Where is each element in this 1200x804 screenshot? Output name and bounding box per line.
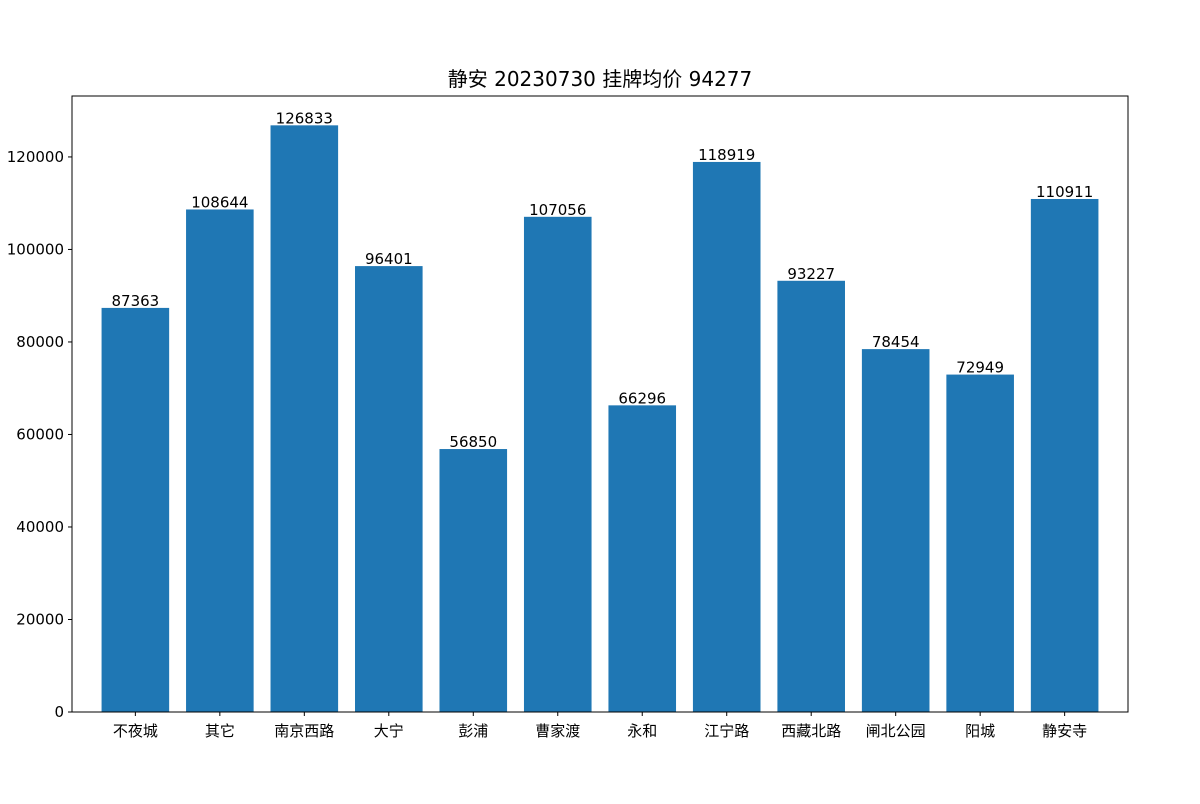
bar-value-label-9: 78454 <box>872 333 920 351</box>
y-tick-label-5: 100000 <box>7 240 64 258</box>
y-tick-label-6: 120000 <box>7 148 64 166</box>
y-tick-label-0: 0 <box>54 703 64 721</box>
bar-value-label-4: 56850 <box>449 433 497 451</box>
bar-5 <box>523 216 592 713</box>
x-tick-label-5: 曹家渡 <box>535 722 580 740</box>
data-labels-group: 87363 108644 126833 96401 56850 107056 66296 11… <box>112 109 1094 451</box>
x-tick-label-10: 阳城 <box>965 722 995 740</box>
bar-value-label-3: 96401 <box>365 250 413 268</box>
bar-11 <box>1030 198 1099 713</box>
bar-value-label-2: 126833 <box>276 109 333 127</box>
y-tick-label-2: 40000 <box>16 518 64 536</box>
x-tick-label-11: 静安寺 <box>1042 722 1087 740</box>
bar-6 <box>608 405 677 712</box>
y-tick-label-3: 60000 <box>16 425 64 443</box>
x-tick-label-0: 不夜城 <box>113 722 158 740</box>
bar-value-label-10: 72949 <box>956 359 1004 377</box>
bar-value-label-6: 66296 <box>618 389 666 407</box>
bar-1 <box>186 209 254 712</box>
chart-title: 静安 20230730 挂牌均价 94277 <box>448 67 753 91</box>
bar-value-label-5: 107056 <box>529 201 586 219</box>
bar-value-label-7: 118919 <box>698 146 755 164</box>
bar-value-label-1: 108644 <box>191 193 248 211</box>
bar-4 <box>439 449 508 712</box>
x-tick-label-9: 闸北公园 <box>866 722 926 740</box>
x-tick-label-4: 彭浦 <box>458 722 488 740</box>
y-tick-label-4: 80000 <box>16 333 64 351</box>
x-tick-label-7: 江宁路 <box>704 722 749 740</box>
bar-value-label-8: 93227 <box>787 265 835 283</box>
bar-value-label-0: 87363 <box>112 292 160 310</box>
x-tick-label-8: 西藏北路 <box>781 722 841 740</box>
bar-value-label-11: 110911 <box>1036 183 1093 201</box>
bar-10 <box>946 374 1014 712</box>
axes-group: 不夜城 其它 南京西路 大宁 彭浦 曹家渡 永和 江宁路 西藏北路 闸北公园 阳城 静安寺 0 20000… <box>7 148 1087 740</box>
bar-7 <box>692 161 761 712</box>
y-tick-label-1: 20000 <box>16 610 64 628</box>
bar-3 <box>355 266 423 712</box>
bar-8 <box>777 280 845 712</box>
bar-0 <box>101 307 170 712</box>
x-tick-label-1: 其它 <box>205 722 235 740</box>
plot-frame <box>71 95 1129 713</box>
x-tick-label-6: 永和 <box>627 722 657 740</box>
x-tick-label-2: 南京西路 <box>274 722 334 740</box>
bar-2 <box>270 125 339 712</box>
bar-9 <box>861 349 930 712</box>
bars-group <box>101 125 1099 713</box>
x-tick-label-3: 大宁 <box>374 722 404 740</box>
